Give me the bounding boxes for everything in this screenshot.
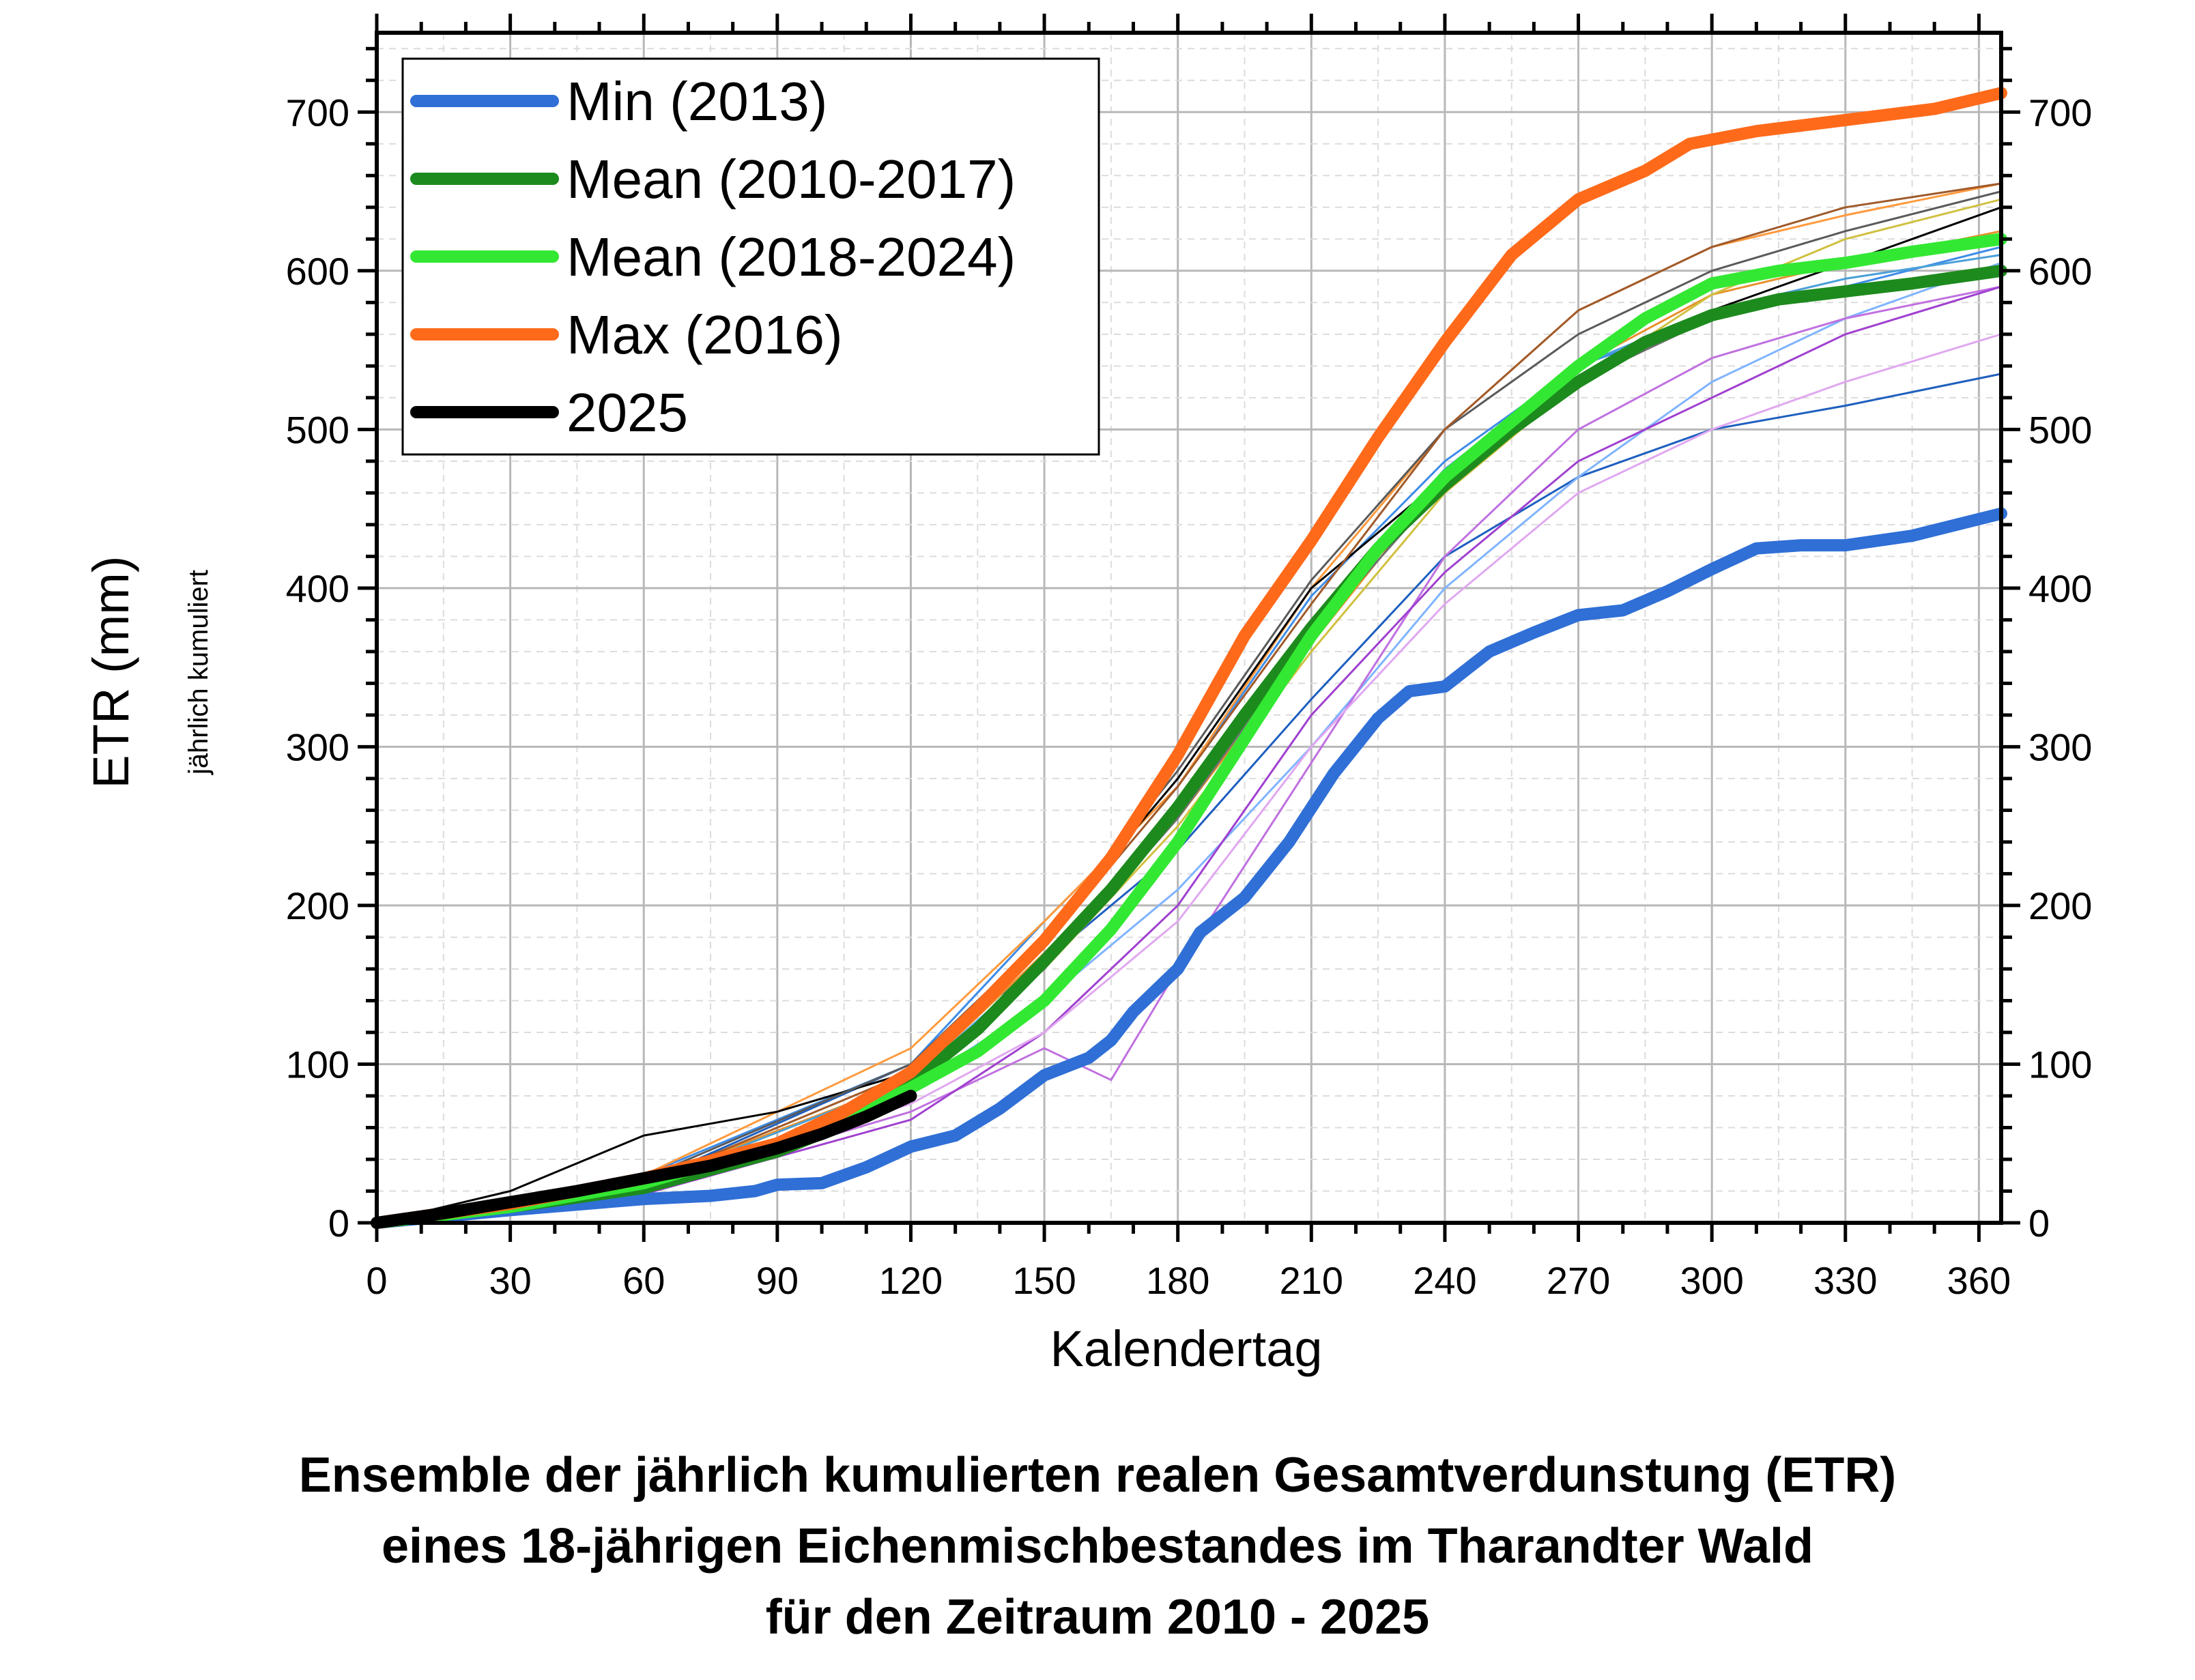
x-tick-label: 240 (1413, 1259, 1476, 1302)
x-tick-label: 180 (1146, 1259, 1209, 1302)
x-axis-title: Kalendertag (1050, 1320, 1322, 1377)
y-tick-label-right: 100 (2028, 1043, 2092, 1086)
ensemble-year-line (376, 285, 2002, 1224)
x-tick-label: 0 (366, 1259, 387, 1302)
y-tick-label-left: 500 (286, 408, 349, 451)
x-tick-label: 30 (489, 1259, 531, 1302)
y-axis-subtitle: jährlich kumuliert (184, 570, 214, 775)
series-line (371, 1090, 917, 1229)
y-tick-label-left: 400 (286, 567, 349, 610)
figure-caption: Ensemble der jährlich kumulierten realen… (0, 1440, 2195, 1653)
caption-line-2: eines 18-jährigen Eichenmischbestandes i… (382, 1519, 1813, 1574)
y-tick-label-left: 200 (286, 884, 349, 927)
series-line (371, 87, 2007, 1229)
y-tick-label-left: 600 (286, 250, 349, 293)
legend-label: 2025 (566, 382, 688, 443)
highlight-series (371, 87, 2007, 1229)
y-tick-label-left: 100 (286, 1043, 349, 1086)
y-tick-label-left: 700 (286, 91, 349, 134)
legend-label: Max (2016) (566, 304, 843, 365)
y-tick-label-left: 300 (286, 725, 349, 768)
legend-label: Min (2013) (566, 71, 827, 132)
legend-label: Mean (2018-2024) (566, 227, 1016, 287)
x-tick-label: 360 (1947, 1259, 2011, 1302)
legend: Min (2013) Mean (2010-2017) Mean (2018-202… (401, 57, 1100, 456)
x-tick-label: 60 (622, 1259, 665, 1302)
plot-frame (375, 31, 2003, 1225)
x-tick-label: 270 (1547, 1259, 1610, 1302)
x-tick-label: 120 (879, 1259, 943, 1302)
ensemble-year-line (376, 373, 2002, 1224)
y-tick-label-right: 600 (2028, 250, 2092, 293)
x-tick-labels: 0 30 60 90 120 150 180 210 240 270 300 330 360 (366, 1259, 2011, 1302)
y-tick-label-right: 400 (2028, 567, 2092, 610)
series-line (371, 507, 2007, 1229)
y-tick-label-right: 300 (2028, 725, 2092, 768)
y-tick-label-right: 500 (2028, 408, 2092, 451)
ensemble-year-line (376, 182, 2002, 1224)
y-tick-label-right: 200 (2028, 884, 2092, 927)
y-tick-labels-left: 0 100 200 300 400 500 600 700 (286, 91, 349, 1245)
x-tick-label: 150 (1012, 1259, 1076, 1302)
axis-ticks (358, 14, 2020, 1242)
caption-line-1: Ensemble der jährlich kumulierten realen… (298, 1448, 1897, 1503)
caption-line-3: für den Zeitraum 2010 - 2025 (765, 1590, 1430, 1645)
y-axis-title: ETR (mm) (83, 555, 139, 788)
legend-label: Mean (2010-2017) (566, 149, 1016, 209)
y-tick-label-right: 700 (2028, 91, 2092, 134)
x-tick-label: 210 (1280, 1259, 1343, 1302)
x-tick-label: 300 (1680, 1259, 1743, 1302)
y-tick-label-right: 0 (2028, 1202, 2050, 1245)
y-tick-labels-right: 0 100 200 300 400 500 600 700 (2028, 91, 2092, 1245)
ensemble-year-line (376, 190, 2002, 1224)
y-tick-label-left: 0 (328, 1202, 349, 1245)
x-tick-label: 330 (1813, 1259, 1877, 1302)
ensemble-year-line (376, 285, 2002, 1224)
x-tick-label: 90 (756, 1259, 799, 1302)
